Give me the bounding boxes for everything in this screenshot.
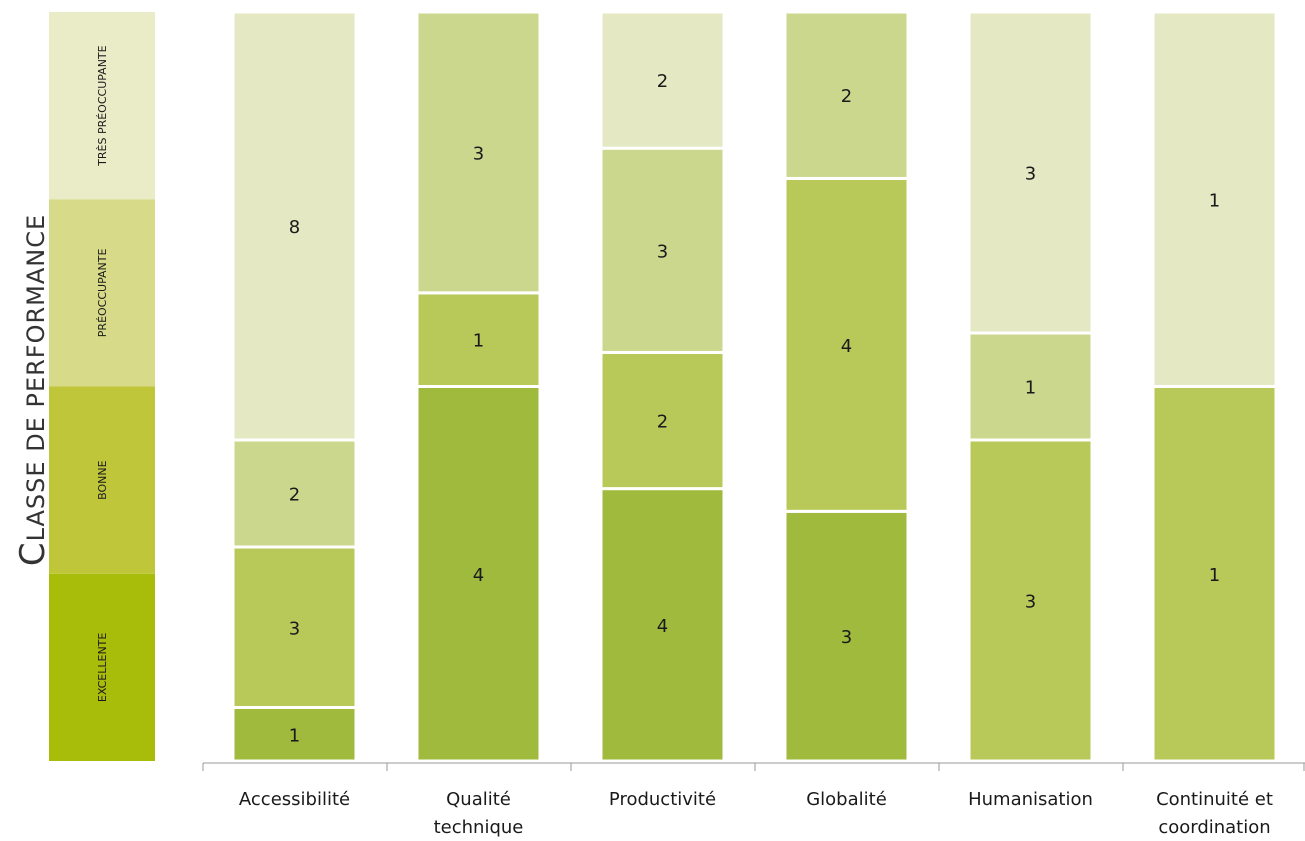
- bar-value-label-5-1: 1: [1209, 190, 1220, 211]
- x-tick-label-5-1: coordination: [1158, 817, 1270, 838]
- bar-value-label-1-0: 4: [473, 565, 484, 586]
- bar-value-label-3-0: 3: [841, 627, 852, 648]
- legend-label-1: BONNE: [96, 460, 109, 499]
- bar-segment-3-2: [783, 10, 910, 180]
- x-tick-label-4-0: Humanisation: [968, 789, 1093, 810]
- bar-segment-2-3: [599, 10, 726, 150]
- bar-value-label-0-3: 8: [289, 217, 300, 238]
- bar-segment-1-2: [415, 10, 542, 295]
- x-tick-label-1-0: Qualité: [446, 789, 511, 810]
- bar-segment-1-0: [415, 385, 542, 763]
- x-tick-label-0-0: Accessibilité: [239, 789, 350, 810]
- bar-segment-4-0: [967, 438, 1094, 763]
- bar-value-label-2-3: 2: [657, 71, 668, 92]
- bar-value-label-1-1: 1: [473, 331, 484, 352]
- bar-value-label-5-0: 1: [1209, 565, 1220, 586]
- bar-segment-2-2: [599, 146, 726, 354]
- legend-block-2: [49, 199, 155, 387]
- bar-segment-0-3: [231, 10, 358, 442]
- bar-value-label-1-2: 3: [473, 143, 484, 164]
- bar-value-label-2-1: 2: [657, 412, 668, 433]
- legend-label-0: EXCELLENTE: [96, 633, 109, 702]
- bar-segment-4-2: [967, 10, 1094, 335]
- bar-value-label-4-0: 3: [1025, 592, 1036, 613]
- y-axis-label-rest: LASSE DE PERFORMANCE: [22, 214, 50, 542]
- bar-segment-3-0: [783, 509, 910, 763]
- legend-label-3: TRÈS PRÉOCCUPANTE: [96, 45, 109, 166]
- x-axis: [202, 762, 1305, 771]
- bar-segment-2-0: [599, 487, 726, 763]
- bars: 1 3 2 8 4 1 3 4 2 3 2 3 4 2 3 1 3 1 1: [231, 10, 1278, 763]
- bar-value-label-4-1: 1: [1025, 378, 1036, 399]
- x-tick-label-5-0: Continuité et: [1156, 789, 1273, 810]
- x-tick-label-1-1: technique: [434, 817, 524, 838]
- bar-segment-4-1: [967, 331, 1094, 442]
- legend-label-2: PRÉOCCUPANTE: [96, 249, 109, 338]
- bar-value-label-3-2: 2: [841, 86, 852, 107]
- legend-block-1: [49, 386, 155, 574]
- bar-value-label-2-2: 3: [657, 241, 668, 262]
- bar-segment-5-1: [1151, 10, 1278, 388]
- performance-class-legend: EXCELLENTE BONNE PRÉOCCUPANTE TRÈS PRÉOCCUP…: [49, 12, 155, 761]
- bar-value-label-4-2: 3: [1025, 164, 1036, 185]
- x-axis-labels: Accessibilité Qualité technique Productivit…: [239, 789, 1273, 838]
- bar-value-label-3-1: 4: [841, 336, 852, 357]
- bar-value-label-0-2: 2: [289, 485, 300, 506]
- legend-block-3: [49, 12, 155, 200]
- x-tick-label-3-0: Globalité: [806, 789, 887, 810]
- bar-value-label-0-0: 1: [289, 725, 300, 746]
- bar-segment-0-0: [231, 706, 358, 763]
- y-axis-label-initial: C: [13, 541, 53, 566]
- x-tick-label-2-0: Productivité: [609, 789, 716, 810]
- bar-value-label-2-0: 4: [657, 616, 668, 637]
- y-axis-label: CLASSE DE PERFORMANCE: [13, 214, 53, 566]
- bar-segment-3-1: [783, 176, 910, 513]
- bar-value-label-0-1: 3: [289, 618, 300, 639]
- bar-segment-1-1: [415, 291, 542, 388]
- bar-segment-5-0: [1151, 385, 1278, 763]
- legend-block-0: [49, 573, 155, 761]
